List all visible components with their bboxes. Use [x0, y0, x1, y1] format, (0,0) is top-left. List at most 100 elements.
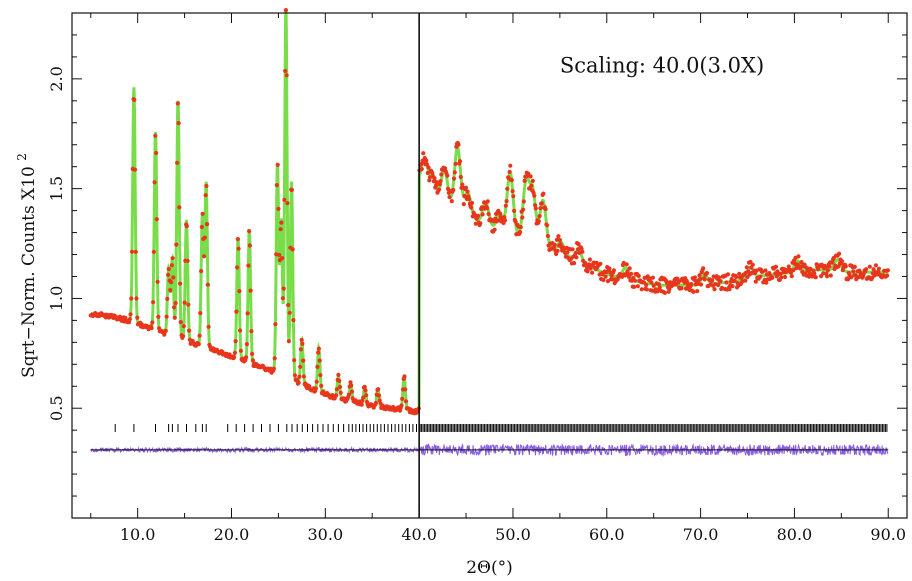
observed-point	[362, 384, 367, 389]
observed-point	[701, 266, 706, 271]
observed-point	[698, 276, 703, 281]
observed-point	[452, 170, 457, 175]
observed-point	[299, 337, 304, 342]
observed-point	[436, 187, 442, 192]
observed-point	[846, 277, 851, 282]
observed-point	[155, 279, 160, 284]
observed-point	[238, 348, 243, 353]
y-axis-title-exponent: 2	[15, 153, 29, 161]
observed-point	[376, 393, 382, 398]
observed-point	[876, 266, 882, 271]
observed-point	[697, 273, 702, 278]
observed-point	[825, 268, 830, 273]
observed-point	[439, 172, 444, 177]
observed-point	[730, 284, 735, 289]
observed-point	[245, 311, 250, 316]
observed-point	[447, 195, 452, 200]
observed-point	[313, 386, 318, 391]
observed-point	[598, 261, 603, 266]
observed-point	[552, 242, 557, 247]
x-axis: 10.0 20.0 30.0 40.0 50.0 60.0 70.0 80.0 90.0	[90, 13, 906, 544]
observed-point	[572, 261, 577, 266]
observed-point	[644, 287, 650, 292]
observed-point	[521, 207, 526, 212]
observed-point	[461, 202, 466, 207]
observed-point	[508, 163, 513, 168]
observed-point	[462, 193, 467, 199]
observed-point	[128, 312, 133, 317]
observed-point	[716, 275, 722, 280]
observed-point	[827, 264, 832, 269]
observed-point	[627, 266, 632, 271]
observed-point	[277, 252, 282, 258]
observed-point	[432, 176, 437, 181]
observed-point	[205, 222, 210, 227]
observed-point	[465, 189, 470, 194]
observed-point	[233, 339, 238, 344]
observed-point	[296, 380, 301, 385]
observed-point	[298, 364, 303, 369]
observed-point	[314, 379, 319, 384]
observed-point	[782, 274, 788, 280]
observed-point	[361, 395, 366, 400]
observed-point	[281, 286, 286, 291]
observed-point	[127, 317, 132, 322]
observed-point	[537, 214, 542, 219]
observed-point	[852, 264, 857, 269]
observed-point	[808, 266, 813, 271]
observed-point	[170, 256, 175, 261]
observed-point	[274, 183, 279, 188]
observed-point	[156, 314, 161, 319]
observed-point	[346, 392, 352, 397]
observed-point	[840, 259, 845, 264]
observed-point	[166, 266, 171, 272]
observed-point	[828, 273, 833, 278]
observed-point	[280, 256, 285, 261]
observed-point	[154, 217, 159, 222]
observed-point	[271, 366, 276, 371]
observed-point	[770, 275, 775, 280]
observed-point	[315, 364, 320, 369]
observed-point	[163, 328, 168, 333]
observed-point	[576, 242, 581, 247]
observed-point	[799, 260, 804, 265]
observed-point	[851, 269, 856, 274]
observed-point	[285, 201, 290, 206]
observed-point	[175, 160, 180, 165]
observed-point	[175, 101, 180, 106]
x-tick-label: 20.0	[214, 525, 250, 544]
observed-point	[149, 326, 154, 331]
observed-point	[426, 165, 431, 170]
observed-point	[837, 251, 842, 256]
observed-point	[272, 356, 277, 361]
observed-point	[286, 302, 291, 308]
observed-point	[279, 220, 284, 225]
observed-point	[533, 206, 538, 211]
observed-point	[485, 206, 490, 211]
observed-point	[453, 161, 458, 166]
observed-point	[556, 234, 561, 239]
observed-point	[712, 287, 717, 292]
observed-point	[522, 178, 527, 183]
observed-point	[744, 265, 749, 270]
observed-point	[283, 68, 288, 74]
observed-point	[557, 237, 563, 243]
observed-point	[545, 233, 551, 239]
observed-point	[176, 121, 181, 126]
observed-point	[710, 278, 715, 283]
observed-point	[181, 324, 186, 329]
observed-point	[609, 273, 614, 278]
observed-point	[529, 183, 534, 188]
observed-point	[196, 342, 201, 347]
observed-point	[704, 271, 710, 276]
scaling-annotation: Scaling: 40.0(3.0X)	[560, 53, 764, 77]
observed-point	[349, 389, 355, 394]
observed-point	[399, 403, 404, 408]
observed-point	[554, 251, 559, 257]
observed-point	[284, 73, 289, 78]
observed-point	[182, 300, 187, 305]
observed-point	[469, 205, 474, 210]
observed-point	[518, 230, 523, 235]
observed-point	[246, 263, 251, 268]
plot-frame	[71, 12, 908, 519]
